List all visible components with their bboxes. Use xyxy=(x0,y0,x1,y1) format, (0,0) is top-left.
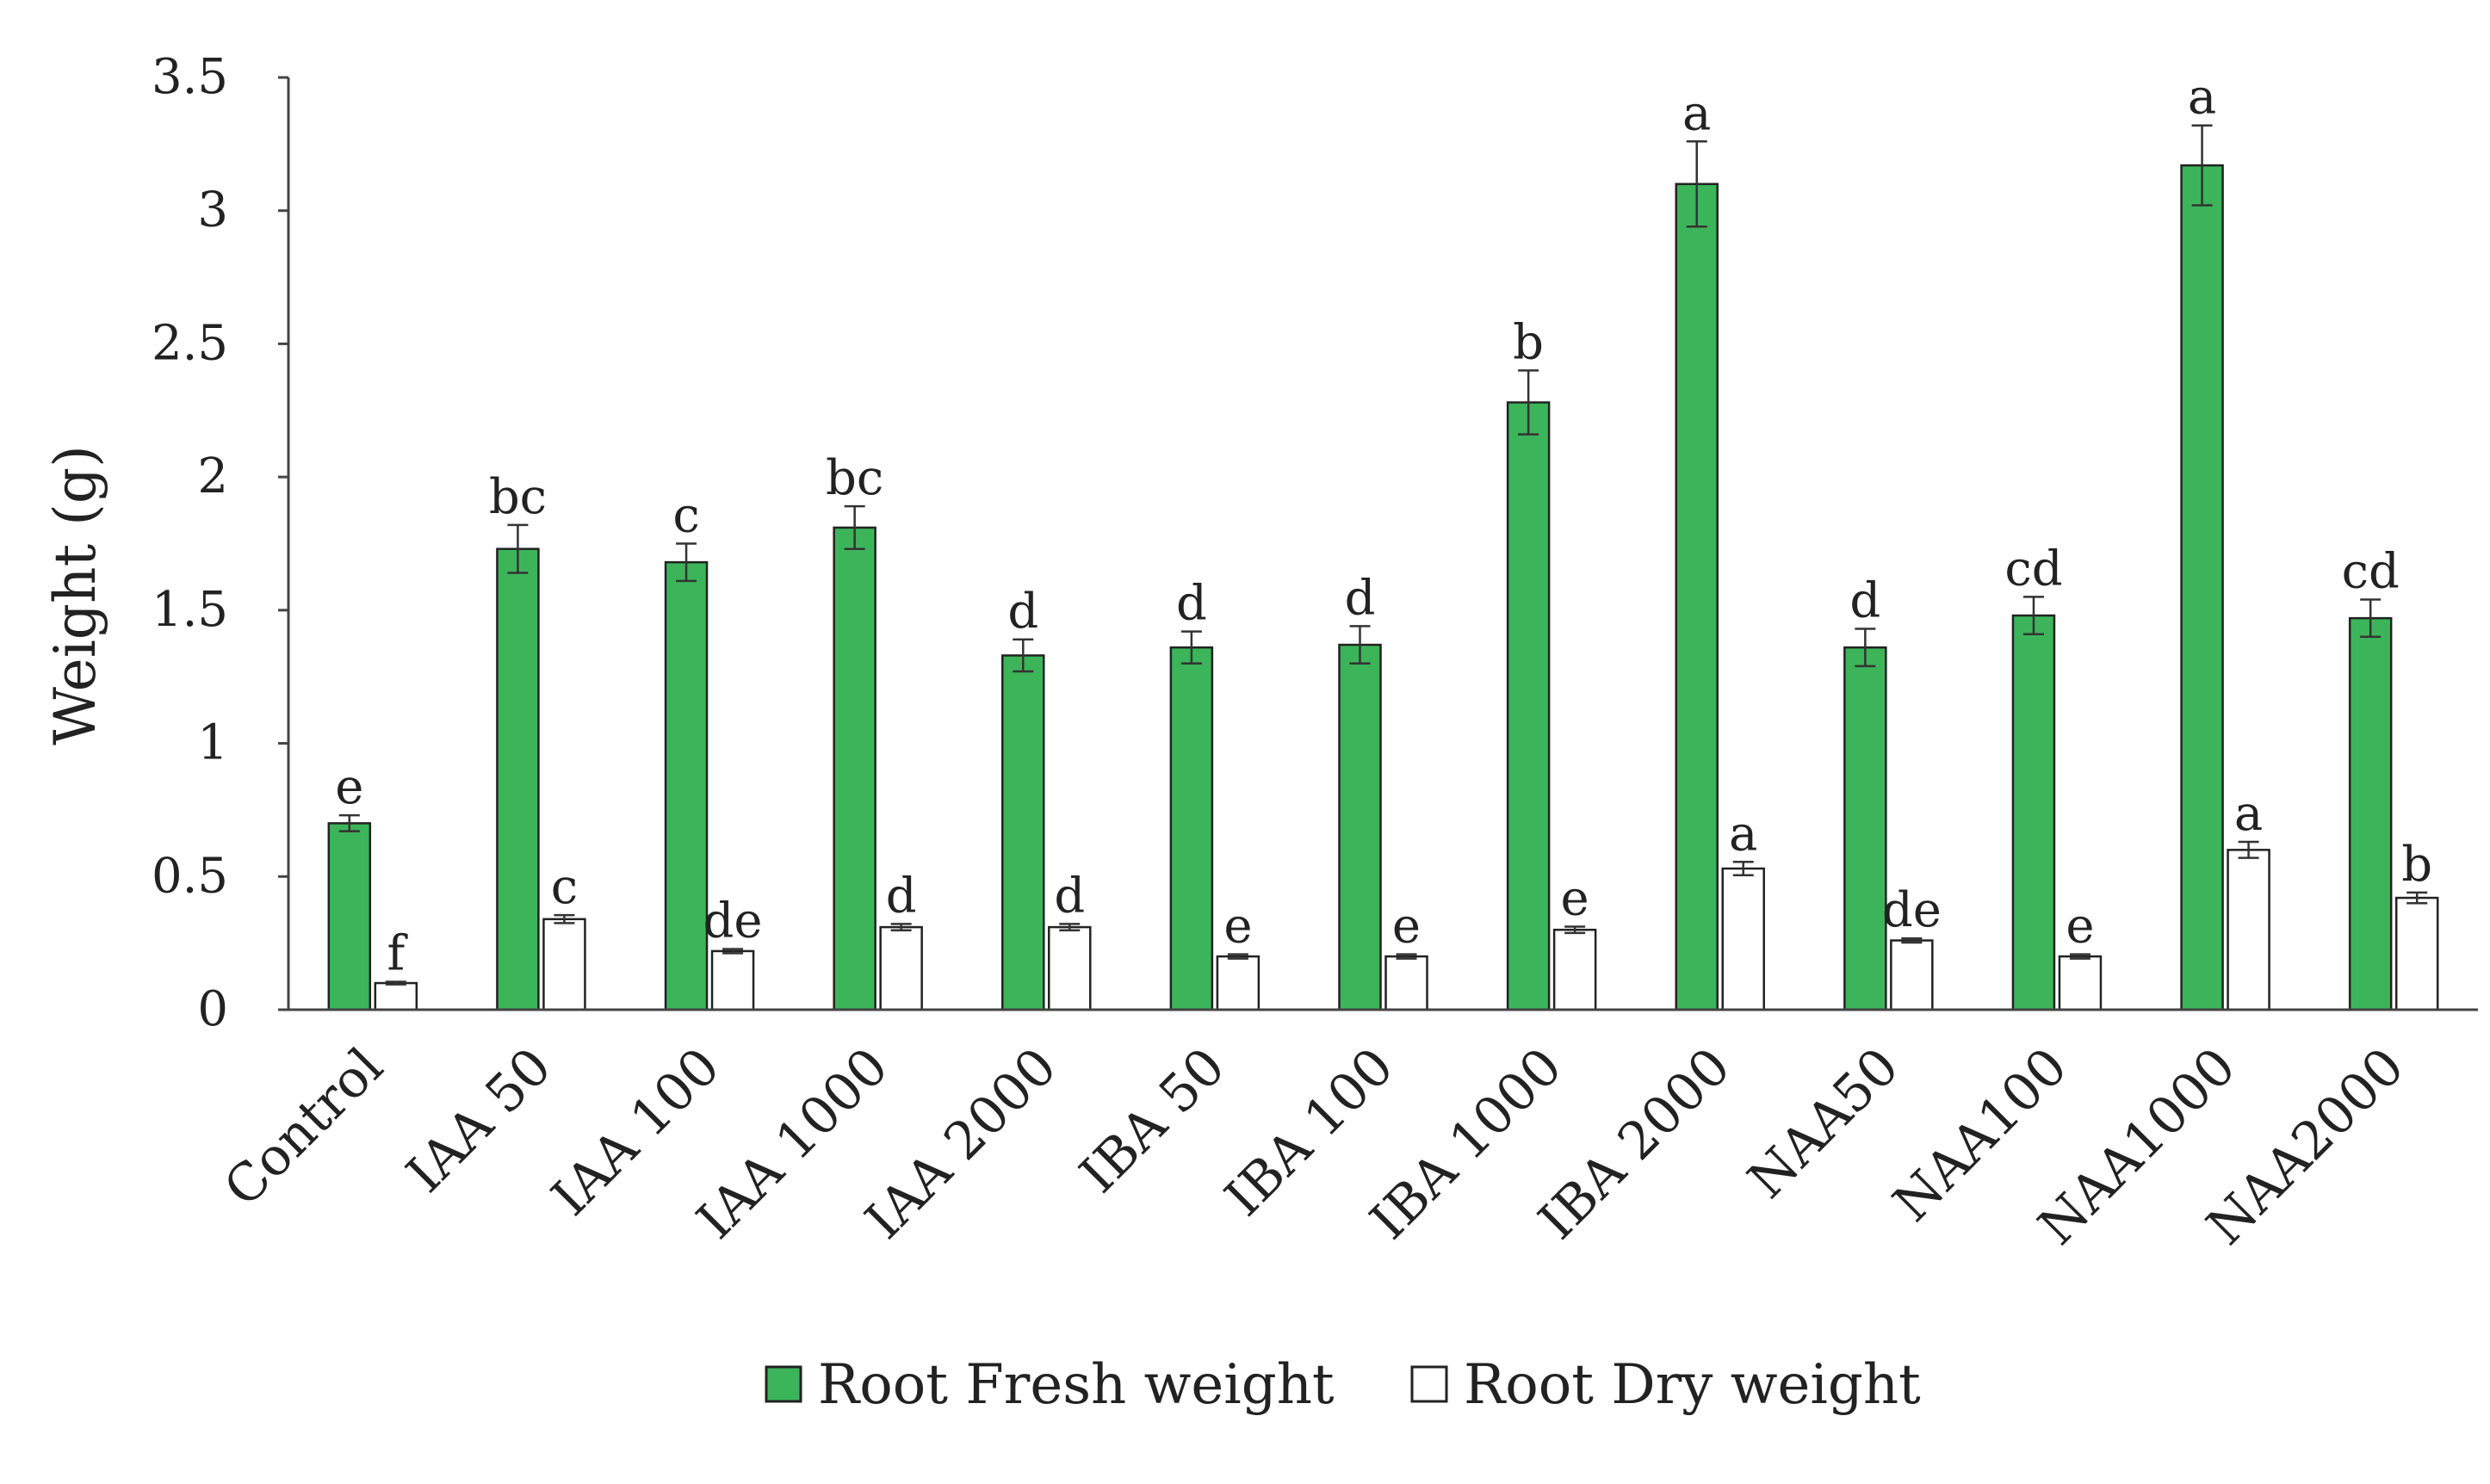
bar-dry-weight xyxy=(2058,955,2103,1011)
legend-swatch xyxy=(765,1365,802,1403)
significance-label: d xyxy=(1176,576,1207,632)
y-tick-label: 1 xyxy=(197,715,228,771)
significance-label: e xyxy=(1392,899,1421,955)
y-tick-label: 0.5 xyxy=(152,848,228,904)
significance-label: b xyxy=(2401,837,2432,893)
significance-label: cd xyxy=(2342,543,2400,599)
bar-dry-weight xyxy=(1890,939,1934,1011)
x-category-label: IBA 50 xyxy=(1068,1036,1237,1205)
bar-dry-weight xyxy=(2394,896,2439,1011)
bar-fresh-weight xyxy=(1169,646,1214,1011)
significance-label: d xyxy=(886,868,917,924)
significance-label: c xyxy=(551,859,578,915)
significance-label: d xyxy=(1345,570,1376,626)
bar-dry-weight xyxy=(710,949,755,1011)
significance-label: a xyxy=(1729,806,1757,862)
bar-fresh-weight xyxy=(1506,401,1551,1011)
legend: Root Fresh weight Root Dry weight xyxy=(765,1353,1921,1417)
bar-fresh-weight xyxy=(833,526,876,1011)
significance-label: c xyxy=(672,488,699,544)
y-tick-label: 3 xyxy=(197,182,228,238)
significance-label: f xyxy=(387,926,408,982)
bar-fresh-weight xyxy=(664,560,709,1011)
significance-label: e xyxy=(1561,870,1589,926)
bar-dry-weight xyxy=(1216,955,1260,1011)
bar-fresh-weight xyxy=(1675,182,1719,1011)
legend-swatch xyxy=(1410,1365,1448,1403)
bar-fresh-weight xyxy=(496,547,540,1011)
significance-label: a xyxy=(1682,85,1711,141)
x-category-label: Control xyxy=(213,1036,394,1218)
legend-label: Root Dry weight xyxy=(1464,1353,1921,1417)
bar-dry-weight xyxy=(542,918,586,1011)
y-tick-label: 2 xyxy=(197,448,228,504)
bar-dry-weight xyxy=(374,981,418,1011)
significance-label: d xyxy=(1054,868,1085,924)
significance-label: d xyxy=(1849,573,1880,629)
significance-label: b xyxy=(1513,314,1544,370)
y-tick-label: 3.5 xyxy=(152,49,228,105)
bar-fresh-weight xyxy=(2180,164,2224,1011)
bar-dry-weight xyxy=(2227,849,2270,1011)
x-category-label: NAA50 xyxy=(1737,1036,1911,1210)
bar-dry-weight xyxy=(1048,925,1092,1011)
y-tick-label: 0 xyxy=(197,981,228,1037)
bar-fresh-weight xyxy=(1843,646,1887,1011)
significance-label: a xyxy=(2234,786,2263,842)
bar-fresh-weight xyxy=(327,822,372,1011)
bar-dry-weight xyxy=(879,925,923,1011)
bar-dry-weight xyxy=(1552,928,1597,1011)
y-axis-title: Weight (g) xyxy=(42,445,108,745)
y-axis: 0 0.5 1 1.5 2 2.5 3 3.5 xyxy=(152,49,290,1037)
significance-label: cd xyxy=(2004,541,2062,597)
bar-fresh-weight xyxy=(2348,616,2393,1011)
significance-label: bc xyxy=(826,450,883,506)
significance-label: de xyxy=(1882,882,1942,938)
legend-label: Root Fresh weight xyxy=(818,1353,1335,1417)
significance-label: de xyxy=(703,893,763,949)
significance-label: e xyxy=(1223,899,1252,955)
bar-dry-weight xyxy=(1721,867,1765,1011)
bar-fresh-weight xyxy=(1338,643,1382,1011)
significance-label: d xyxy=(1007,584,1038,640)
significance-label: e xyxy=(335,759,363,815)
x-category-label: IAA 50 xyxy=(395,1036,563,1204)
bar-fresh-weight xyxy=(1001,654,1045,1011)
significance-label: a xyxy=(2188,70,2216,126)
y-tick-label: 1.5 xyxy=(152,582,228,638)
significance-label: bc xyxy=(489,469,547,525)
bar-fresh-weight xyxy=(2011,614,2056,1011)
bar-dry-weight xyxy=(1384,955,1428,1011)
y-tick-label: 2.5 xyxy=(152,315,228,371)
significance-label: e xyxy=(2066,899,2094,955)
